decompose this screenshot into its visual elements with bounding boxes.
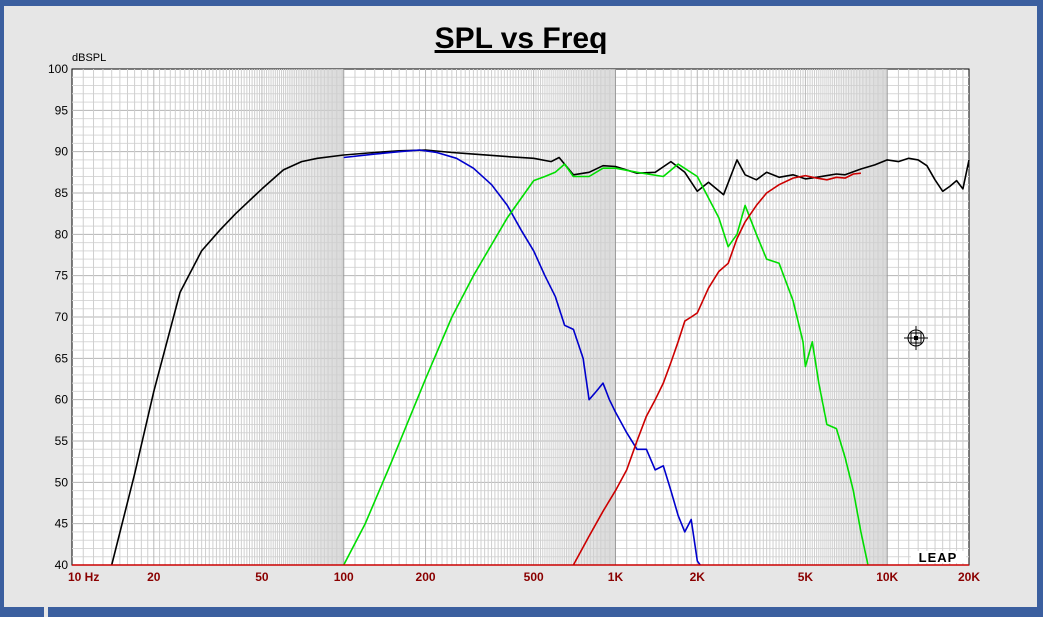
y-tick-label: 95 (55, 103, 69, 117)
series-line-1 (110, 149, 970, 566)
y-tick-label: 80 (55, 227, 69, 241)
x-tick-label: 10K (876, 570, 898, 584)
chart-title: SPL vs Freq (435, 22, 608, 55)
y-tick-label: 60 (55, 393, 69, 407)
x-tick-label: 10 Hz (68, 570, 99, 584)
frame-notch (44, 604, 48, 617)
y-tick-label: 75 (55, 269, 69, 283)
y-tick-label: 55 (55, 434, 69, 448)
y-tick-label: 100 (48, 62, 68, 76)
svg-text:LEAP: LEAP (919, 550, 958, 565)
x-tick-label: 5K (798, 570, 814, 584)
y-tick-label: 85 (55, 186, 69, 200)
x-tick-label: 1K (608, 570, 624, 584)
x-tick-label: 20 (147, 570, 161, 584)
grid-lines (72, 69, 969, 565)
x-tick-label: 20K (958, 570, 980, 584)
x-tick-labels: 10 Hz 20 50 100 200 500 1K 2K 5K 10K 20K (68, 570, 980, 584)
x-tick-label: 50 (255, 570, 269, 584)
series-line-2 (343, 149, 701, 566)
series-lines (72, 149, 970, 566)
series-line-3 (342, 163, 869, 566)
x-tick-label: 2K (690, 570, 706, 584)
y-tick-label: 40 (55, 558, 69, 572)
y-tick-label: 45 (55, 517, 69, 531)
y-tick-label: 90 (55, 145, 69, 159)
x-tick-label: 200 (416, 570, 436, 584)
y-tick-label: 50 (55, 475, 69, 489)
series-line-4 (572, 172, 861, 566)
x-tick-label: 500 (524, 570, 544, 584)
leap-logo: LEAP (911, 550, 966, 565)
y-axis-label: dBSPL (72, 52, 106, 64)
y-tick-label: 70 (55, 310, 69, 324)
y-tick-labels: 100 95 90 85 80 75 70 65 60 55 50 45 40 (48, 62, 68, 572)
x-tick-label: 100 (334, 570, 354, 584)
y-tick-label: 65 (55, 351, 69, 365)
crosshair-cursor-icon[interactable] (904, 326, 928, 350)
